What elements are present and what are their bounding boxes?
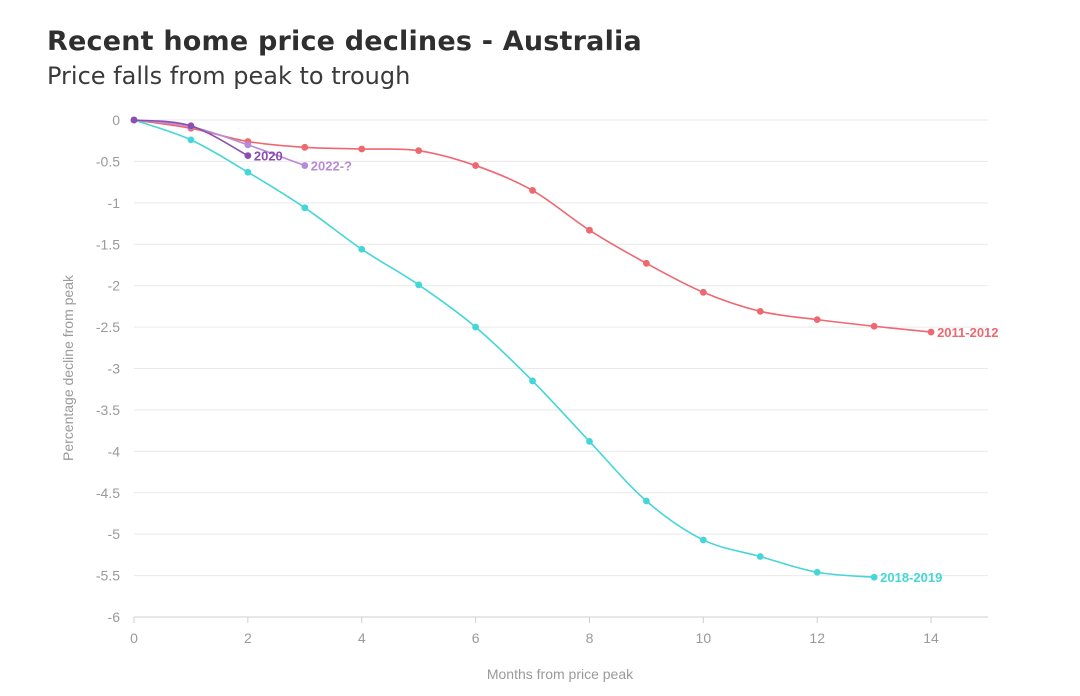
chart-subtitle: Price falls from peak to trough [47, 62, 411, 90]
data-point-2022 [301, 162, 309, 169]
data-point-2011-2012 [813, 316, 821, 324]
series-line-2018-2019 [133, 119, 875, 579]
data-point-2018-2019 [643, 497, 650, 505]
x-tick-label: 6 [472, 630, 480, 646]
y-tick-label: -5.5 [96, 568, 120, 584]
data-point-2018-2019 [415, 281, 423, 289]
y-tick-label: -1 [108, 195, 121, 211]
y-tick-label: 0 [112, 112, 120, 128]
data-point-2018-2019 [187, 136, 195, 144]
axes: 0 -0.5 -1 -1.5 -2 -2.5 -3 -3.5 -4 -4.5 -5 -5.5 -6 0 2 4… [96, 112, 988, 646]
data-point-2011-2012 [472, 162, 479, 169]
data-point-2022 [244, 141, 252, 149]
y-tick-label: -0.5 [96, 153, 120, 169]
data-point-2011-2012 [699, 288, 707, 296]
data-point-2018-2019 [586, 437, 593, 445]
series-lines [130, 116, 935, 581]
data-point-2011-2012 [643, 259, 650, 267]
series-label-2011-2012: 2011-2012 [937, 325, 998, 340]
data-point-2018-2019 [756, 553, 764, 560]
y-tick-label: -1.5 [96, 236, 120, 252]
x-tick-label: 0 [130, 630, 138, 646]
data-point-2011-2012 [756, 307, 764, 315]
data-point-2018-2019 [699, 536, 707, 544]
y-tick-label: -2 [108, 278, 121, 294]
data-point-2018-2019 [529, 377, 536, 385]
x-tick-label: 2 [244, 630, 252, 646]
data-point-2018-2019 [244, 168, 252, 176]
series-label-2018-2019: 2018-2019 [880, 570, 942, 585]
data-point-2018-2019 [301, 204, 309, 212]
series-label-2022: 2022-? [311, 159, 352, 174]
data-point-2018-2019 [870, 573, 878, 581]
data-point-2011-2012 [358, 145, 366, 153]
x-tick-label: 4 [358, 630, 366, 646]
data-point-2020 [130, 116, 138, 124]
y-tick-label: -2.5 [96, 319, 120, 335]
data-point-2011-2012 [927, 328, 935, 336]
series-label-2020: 2020 [254, 149, 283, 164]
data-point-2011-2012 [415, 147, 423, 155]
x-tick-label: 12 [809, 630, 825, 646]
series-line-2022 [133, 119, 306, 167]
data-point-2018-2019 [813, 568, 821, 576]
x-tick-label: 14 [923, 630, 939, 646]
x-tick-label: 8 [586, 630, 594, 646]
y-tick-label: -3 [108, 361, 121, 377]
data-point-2011-2012 [529, 187, 536, 194]
y-tick-label: -5 [108, 526, 121, 542]
y-axis-title: Percentage decline from peak [60, 274, 76, 461]
chart-title: Recent home price declines - Australia [47, 26, 642, 57]
y-tick-label: -4.5 [96, 485, 120, 501]
data-point-2011-2012 [870, 322, 878, 330]
y-tick-label: -4 [108, 443, 121, 459]
y-tick-label: -3.5 [96, 402, 120, 418]
data-point-2020 [244, 152, 252, 160]
x-tick-label: 10 [696, 630, 712, 646]
data-point-2018-2019 [472, 323, 479, 331]
y-tick-label: -6 [108, 609, 121, 625]
data-point-2011-2012 [301, 143, 309, 151]
data-point-2018-2019 [358, 245, 366, 253]
data-point-2020 [187, 122, 195, 130]
x-axis-title: Months from price peak [487, 666, 634, 682]
data-point-2011-2012 [586, 226, 593, 234]
labels: 2011-2012 2018-2019 2022-? 2020 [254, 149, 999, 586]
grid-lines [134, 119, 988, 577]
